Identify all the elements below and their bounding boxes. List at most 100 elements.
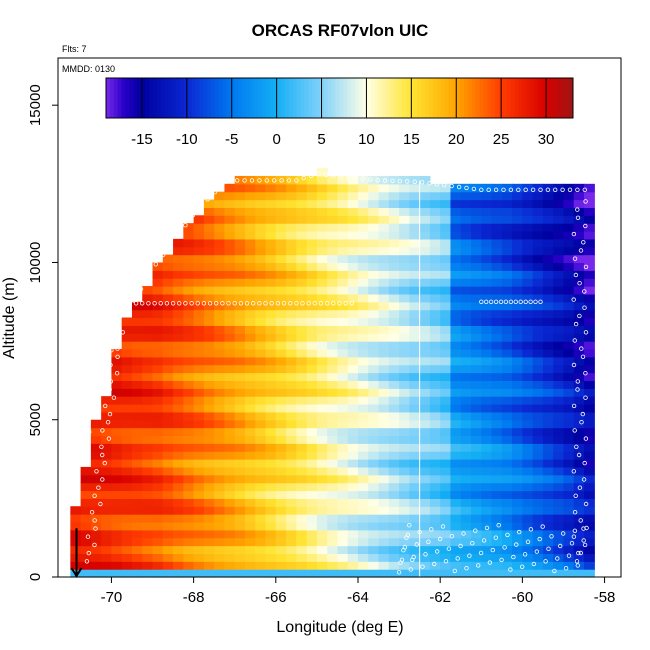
heatmap-cell: [368, 537, 380, 547]
heatmap-cell: [481, 490, 493, 499]
heatmap-cell: [234, 223, 246, 232]
track-marker: [572, 428, 577, 433]
heatmap-cell: [357, 388, 369, 397]
heatmap-cell: [347, 231, 359, 240]
heatmap-cell: [131, 498, 143, 507]
heatmap-cell: [409, 482, 421, 492]
heatmap-cell: [440, 419, 452, 429]
heatmap-cell: [255, 553, 267, 562]
heatmap-cell: [419, 451, 431, 460]
heatmap-cell: [460, 404, 472, 413]
heatmap-cell: [419, 270, 431, 279]
heatmap-cell: [234, 498, 246, 507]
heatmap-cell: [368, 396, 380, 405]
heatmap-cell: [409, 553, 421, 562]
track-marker: [581, 538, 586, 543]
heatmap-cell: [388, 372, 400, 382]
heatmap-cell: [563, 207, 575, 216]
heatmap-cell: [244, 183, 256, 193]
heatmap-cell: [357, 561, 369, 570]
heatmap-cell: [378, 238, 390, 248]
heatmap-cell: [327, 466, 339, 476]
heatmap-cell: [409, 388, 421, 397]
heatmap-cell: [471, 569, 482, 578]
heatmap-cell: [162, 396, 174, 405]
heatmap-cell: [183, 309, 195, 319]
heatmap-cell: [368, 545, 380, 555]
heatmap-cell: [481, 411, 493, 421]
colorbar-segment: [534, 78, 539, 118]
track-marker: [582, 460, 587, 466]
colorbar-segment: [133, 78, 138, 118]
heatmap-cells: [70, 168, 595, 578]
colorbar-tick-label: 5: [317, 131, 325, 148]
heatmap-cell: [234, 411, 246, 421]
heatmap-cell: [286, 191, 297, 201]
heatmap-cell: [152, 545, 164, 555]
heatmap-cell: [173, 333, 184, 342]
heatmap-cell: [368, 553, 380, 562]
heatmap-cell: [471, 404, 482, 413]
heatmap-cell: [203, 537, 215, 547]
heatmap-cell: [203, 561, 215, 570]
heatmap-cell: [450, 317, 462, 326]
heatmap-cell: [90, 521, 102, 531]
heatmap-cell: [244, 325, 256, 334]
heatmap-cell: [522, 521, 534, 531]
heatmap-cell: [512, 270, 523, 279]
heatmap-cell: [214, 404, 226, 413]
track-marker: [546, 546, 551, 551]
heatmap-cell: [327, 537, 339, 547]
heatmap-cell: [80, 569, 92, 578]
heatmap-cell: [203, 411, 215, 421]
track-marker: [429, 527, 434, 532]
colorbar-segment: [502, 78, 508, 118]
heatmap-cell: [265, 301, 277, 311]
heatmap-cell: [142, 364, 154, 374]
heatmap-cell: [460, 356, 472, 366]
heatmap-cell: [316, 293, 328, 303]
heatmap-cell: [142, 411, 154, 421]
heatmap-cell: [337, 348, 349, 358]
heatmap-cell: [327, 427, 339, 437]
heatmap-cell: [563, 514, 575, 523]
heatmap-cell: [440, 396, 452, 405]
heatmap-cell: [162, 419, 174, 429]
heatmap-cell: [450, 545, 462, 555]
heatmap-cell: [286, 270, 297, 279]
heatmap-cell: [460, 325, 472, 334]
heatmap-cell: [101, 419, 113, 429]
heatmap-cell: [512, 238, 523, 248]
colorbar-segment: [214, 78, 220, 118]
heatmap-cell: [399, 356, 410, 366]
heatmap-cell: [440, 482, 452, 492]
heatmap-cell: [296, 537, 308, 547]
heatmap-cell: [255, 254, 267, 264]
heatmap-cell: [296, 356, 308, 366]
heatmap-cell: [388, 521, 400, 531]
heatmap-cell: [234, 466, 246, 476]
heatmap-cell: [471, 301, 482, 311]
colorbar-segment: [393, 78, 399, 118]
colorbar-segment: [300, 78, 305, 118]
heatmap-cell: [399, 183, 410, 193]
heatmap-cell: [173, 529, 184, 539]
heatmap-cell: [234, 506, 246, 515]
heatmap-cell: [429, 404, 441, 413]
heatmap-cell: [471, 372, 482, 382]
track-marker: [583, 264, 589, 270]
heatmap-cell: [286, 435, 297, 444]
heatmap-cell: [450, 199, 462, 209]
track-marker: [552, 568, 557, 574]
heatmap-cell: [429, 451, 441, 460]
heatmap-cell: [337, 262, 349, 271]
heatmap-cell: [203, 404, 215, 413]
heatmap-cell: [471, 545, 482, 555]
track-marker: [410, 557, 415, 563]
heatmap-cell: [347, 569, 359, 578]
heatmap-cell: [173, 459, 184, 468]
colorbar-tick-label: 30: [538, 131, 555, 148]
heatmap-cell: [275, 238, 287, 248]
heatmap-cell: [316, 514, 328, 523]
colorbar-segment: [436, 78, 442, 118]
